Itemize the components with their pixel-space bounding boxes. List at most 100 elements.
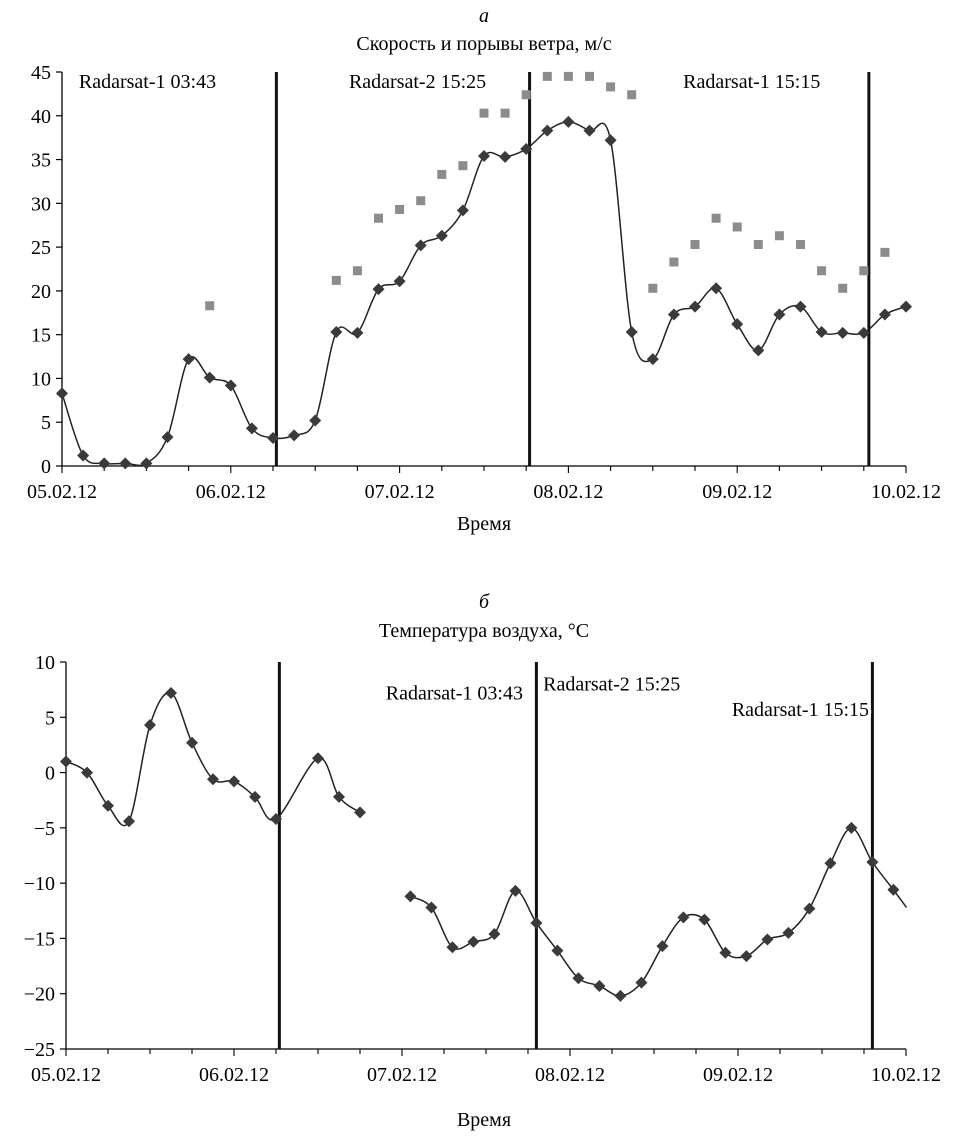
data-point (98, 457, 111, 470)
series-line (410, 827, 908, 997)
x-axis-label: Время (457, 1109, 511, 1131)
data-point (182, 353, 195, 366)
x-tick-label: 08.02.12 (533, 481, 603, 503)
data-point (354, 806, 366, 819)
gust-point (859, 266, 869, 276)
data-point (752, 344, 765, 357)
data-point (625, 326, 638, 339)
gust-point (838, 283, 848, 293)
data-point (393, 275, 406, 288)
x-tick-label: 09.02.12 (702, 481, 772, 503)
panel-letter: б (479, 591, 490, 613)
data-point (761, 933, 774, 946)
annotation-label: Radarsat-2 15:25 (543, 674, 680, 696)
data-point (144, 719, 156, 732)
data-point (677, 911, 690, 924)
data-point (203, 371, 216, 384)
y-tick-label: 5 (41, 412, 51, 434)
y-tick-label: 15 (31, 325, 51, 347)
data-point (165, 686, 177, 699)
data-point (270, 813, 282, 826)
data-point (719, 946, 732, 959)
gust-point (458, 161, 468, 171)
annotation-label: Radarsat-1 03:43 (79, 71, 216, 93)
data-point (414, 239, 427, 252)
data-point (667, 308, 680, 321)
data-point (123, 815, 135, 828)
x-tick-label: 10.02.12 (871, 481, 941, 503)
y-tick-label: 10 (31, 368, 51, 390)
y-tick-label: −10 (24, 873, 55, 895)
data-point (56, 387, 68, 400)
data-point (509, 884, 522, 897)
data-point (604, 134, 617, 147)
data-point (404, 890, 417, 903)
data-point (351, 326, 364, 339)
data-point (794, 300, 807, 313)
data-point (900, 300, 912, 313)
y-tick-label: 35 (31, 150, 51, 172)
gust-point (542, 71, 552, 81)
data-point (646, 353, 659, 366)
y-tick-label: 25 (31, 237, 51, 259)
data-point (60, 755, 72, 768)
data-point (77, 449, 90, 462)
data-point (614, 989, 627, 1002)
data-point (689, 300, 701, 313)
gust-point (416, 196, 426, 206)
data-point (467, 935, 480, 948)
gust-point (352, 266, 362, 276)
data-point (635, 976, 648, 989)
data-point (435, 229, 448, 242)
annotation-label: Radarsat-1 03:43 (386, 683, 523, 705)
y-tick-label: −20 (24, 984, 55, 1006)
plot-area: −25 −20 −15 −10 −5 0 5 10 05.02.12 06.02.12 07.02.… (24, 652, 941, 1086)
gust-point (585, 71, 594, 81)
y-tick-label: −5 (34, 818, 55, 840)
data-point (207, 773, 219, 786)
data-point (887, 883, 900, 896)
data-point (488, 928, 501, 941)
data-point (81, 766, 93, 779)
data-point (288, 429, 301, 442)
annotation-label: Radarsat-1 15:15 (683, 71, 820, 93)
x-tick-label: 08.02.12 (535, 1064, 605, 1086)
data-point (866, 856, 879, 869)
data-point (478, 150, 490, 163)
gust-point (563, 71, 573, 81)
y-tick-label: 45 (31, 62, 51, 84)
x-axis-label: Время (457, 513, 511, 535)
data-point (530, 916, 543, 929)
gust-point (648, 283, 658, 293)
gust-point (880, 247, 890, 257)
annotation-label: Radarsat-1 15:15 (732, 699, 869, 721)
y-tick-label: 0 (45, 763, 55, 785)
series-line (65, 691, 361, 827)
data-point (773, 308, 786, 321)
x-tick-label: 07.02.12 (365, 481, 435, 503)
data-point (372, 283, 385, 296)
panel-air-temperature: б Температура воздуха, °С −25 −20 −15 −10 −5… (24, 591, 941, 1131)
data-point (140, 457, 153, 470)
data-point (249, 790, 261, 803)
data-point (551, 944, 564, 957)
data-point (312, 752, 324, 765)
gust-point (711, 213, 721, 223)
gust-point (817, 266, 827, 276)
x-tick-label: 07.02.12 (367, 1064, 437, 1086)
data-point (267, 431, 279, 444)
chart-title: Температура воздуха, °С (379, 620, 589, 642)
data-point (857, 326, 870, 339)
data-point (562, 115, 575, 128)
gust-point (627, 90, 637, 100)
data-point (161, 431, 174, 444)
data-point (330, 326, 343, 339)
y-tick-label: 0 (41, 456, 51, 478)
gust-point (521, 90, 531, 100)
data-point (710, 282, 723, 295)
data-point (698, 913, 711, 926)
y-tick-label: 30 (31, 193, 51, 215)
panel-wind-speed: а Скорость и порывы ветра, м/с 0 5 10 15 20 2… (27, 5, 941, 535)
gust-point (331, 275, 341, 285)
